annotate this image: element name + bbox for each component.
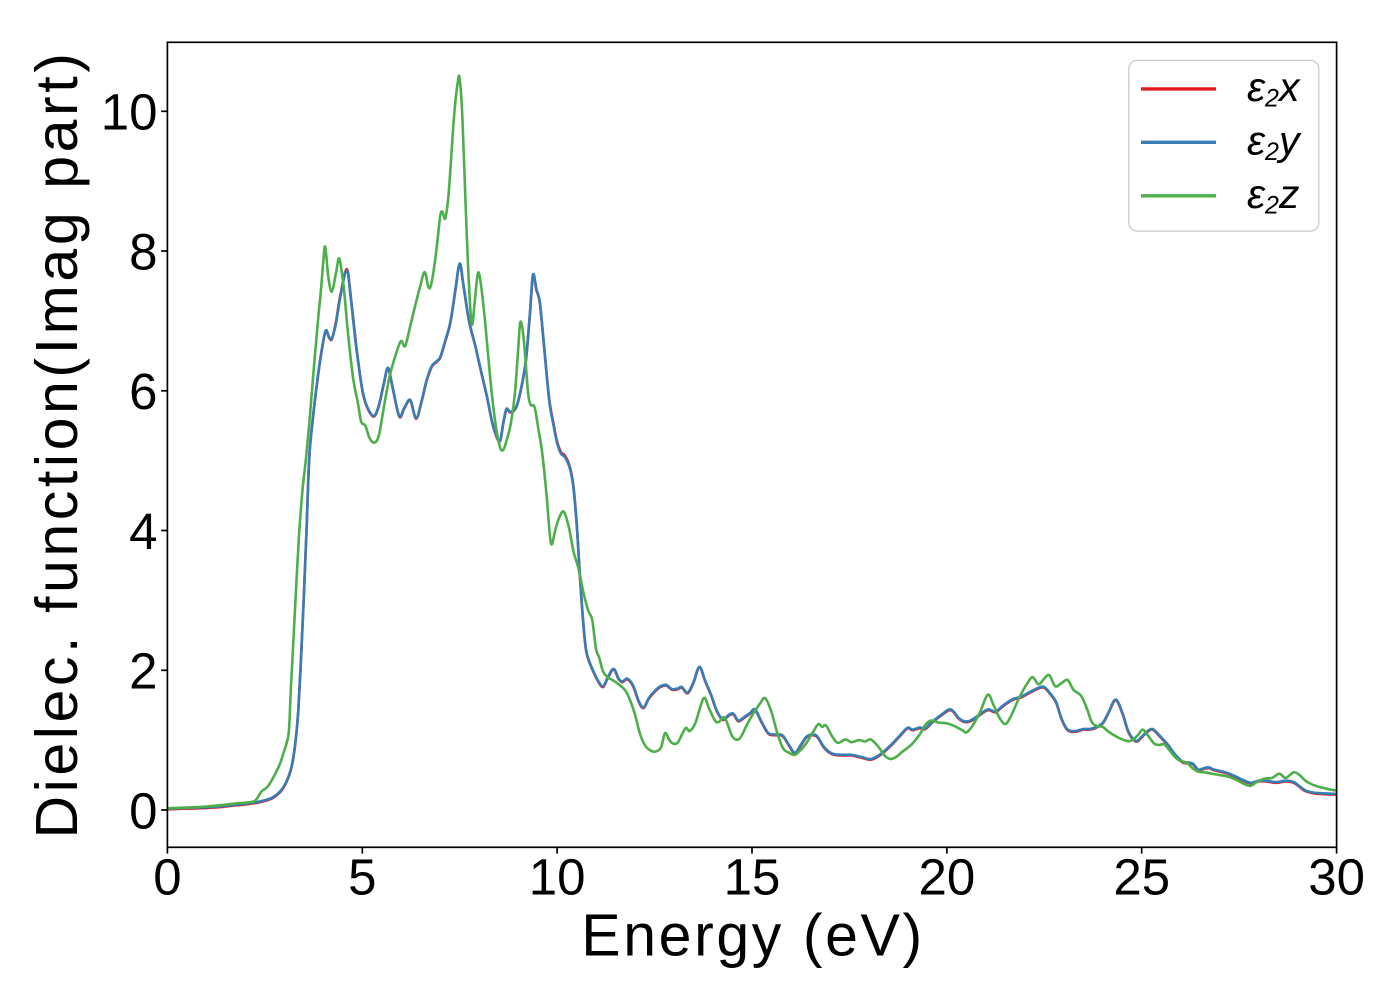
svg-text:10: 10 <box>101 84 158 141</box>
svg-text:10: 10 <box>529 849 586 906</box>
svg-text:4: 4 <box>129 503 157 560</box>
svg-text:Energy (eV): Energy (eV) <box>581 902 924 968</box>
svg-text:6: 6 <box>129 363 157 420</box>
svg-text:25: 25 <box>1113 849 1170 906</box>
svg-text:5: 5 <box>348 849 376 906</box>
svg-text:0: 0 <box>129 782 157 839</box>
svg-text:20: 20 <box>919 849 976 906</box>
svg-text:8: 8 <box>129 223 157 280</box>
svg-text:15: 15 <box>724 849 781 906</box>
svg-text:30: 30 <box>1308 849 1365 906</box>
svg-text:Dielec. function(Imag part): Dielec. function(Imag part) <box>24 49 90 838</box>
svg-text:2: 2 <box>129 643 157 700</box>
svg-text:0: 0 <box>153 849 181 906</box>
